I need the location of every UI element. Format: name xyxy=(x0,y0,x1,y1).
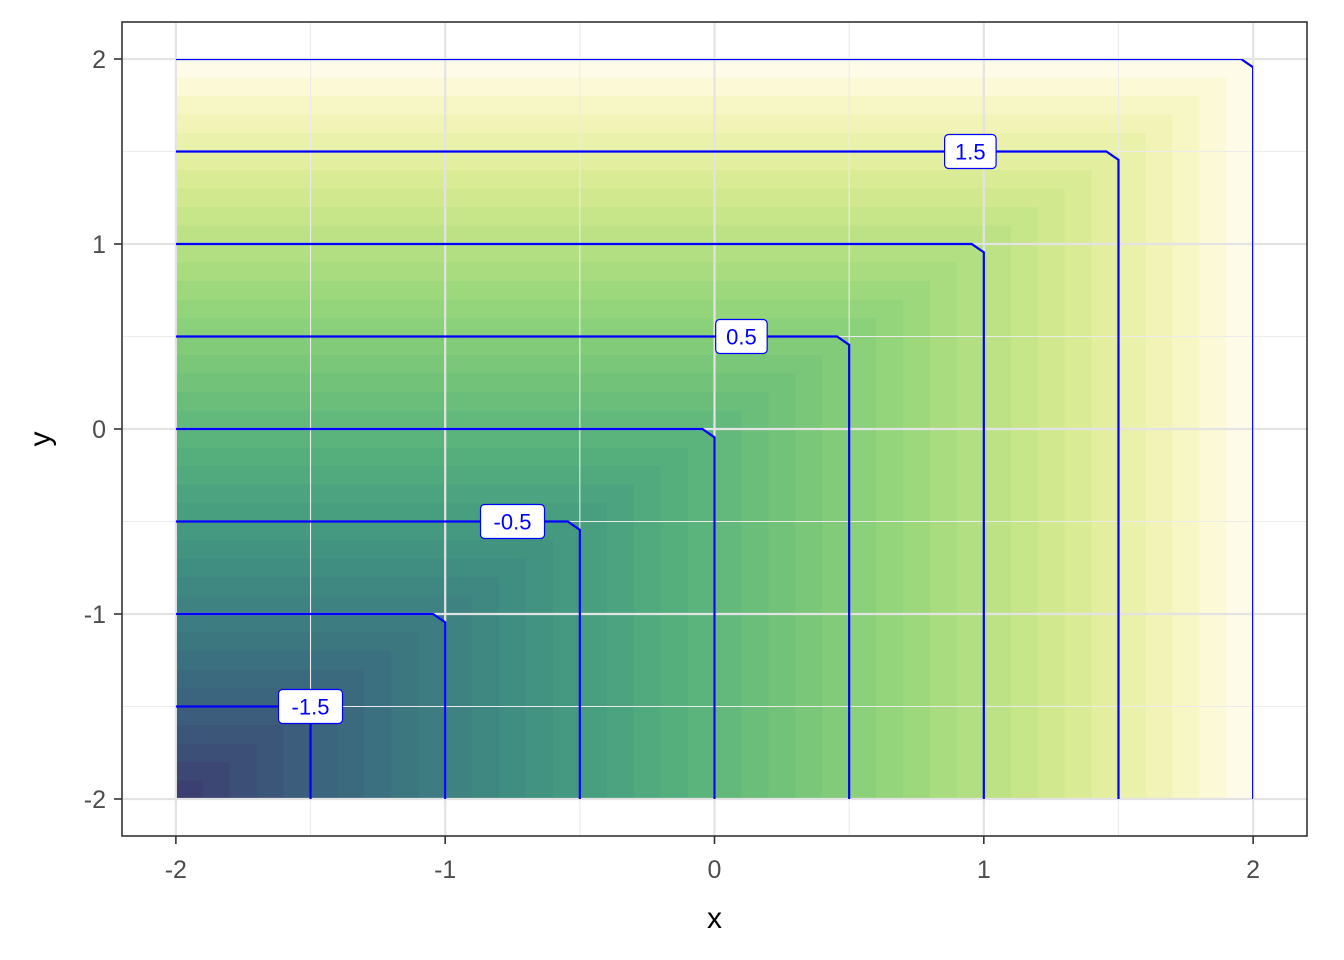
y-tick-label: 0 xyxy=(92,416,106,444)
contour-fill-layer xyxy=(175,59,1254,799)
x-tick-label: 0 xyxy=(708,856,722,884)
contour-label-box xyxy=(944,133,997,170)
contour-label: -1.5 xyxy=(277,688,344,725)
fill-band xyxy=(175,392,769,799)
y-axis: -2 -1 0 1 2 xyxy=(84,46,122,814)
fill-band xyxy=(175,521,580,799)
contour-label-text: -0.5 xyxy=(494,510,532,535)
x-tick-label: -1 xyxy=(434,856,456,884)
contour-label-box xyxy=(715,318,768,355)
y-tick-label: 1 xyxy=(92,231,106,259)
contour-line xyxy=(175,150,1120,799)
contour-label-text: 0.5 xyxy=(726,325,757,350)
fill-band xyxy=(175,780,203,799)
fill-band xyxy=(175,558,526,799)
x-tick-label: -2 xyxy=(165,856,187,884)
x-tick-label: 1 xyxy=(977,856,991,884)
contour-label: -0.5 xyxy=(479,503,546,540)
contour-lines xyxy=(175,59,1254,799)
fill-band xyxy=(175,484,634,799)
contour-line xyxy=(175,427,716,799)
fill-band xyxy=(175,447,688,799)
x-tick-label: 2 xyxy=(1246,856,1260,884)
y-tick-label: -2 xyxy=(84,786,106,814)
y-tick-label: -1 xyxy=(84,601,106,629)
contour-label-text: -1.5 xyxy=(292,695,330,720)
fill-band xyxy=(175,762,230,799)
contour-label-box xyxy=(277,688,344,725)
contour-line xyxy=(175,612,447,799)
fill-band xyxy=(175,725,284,799)
contour-label-box xyxy=(479,503,546,540)
fill-band xyxy=(175,410,742,799)
contour-line xyxy=(175,242,985,799)
contour-label: 0.5 xyxy=(715,318,768,355)
x-axis-title: x xyxy=(707,902,722,935)
fill-band xyxy=(175,651,392,799)
contour-label: 1.5 xyxy=(944,133,997,170)
fill-band xyxy=(175,114,1173,799)
contour-line xyxy=(175,59,1254,799)
contour-line xyxy=(175,520,581,799)
y-axis-title: y xyxy=(24,432,57,447)
fill-band xyxy=(175,743,257,799)
fill-band xyxy=(175,540,553,799)
fill-band xyxy=(175,373,796,799)
contour-line xyxy=(175,335,851,799)
fill-band xyxy=(175,77,1227,799)
contour-label-text: 1.5 xyxy=(955,140,986,165)
contour-labels: -1.5 -0.5 0.5 1.5 xyxy=(277,133,997,725)
fill-band xyxy=(175,503,607,799)
fill-band xyxy=(175,96,1200,799)
x-axis: -2 -1 0 1 2 xyxy=(165,836,1260,884)
y-tick-label: 2 xyxy=(92,46,106,74)
